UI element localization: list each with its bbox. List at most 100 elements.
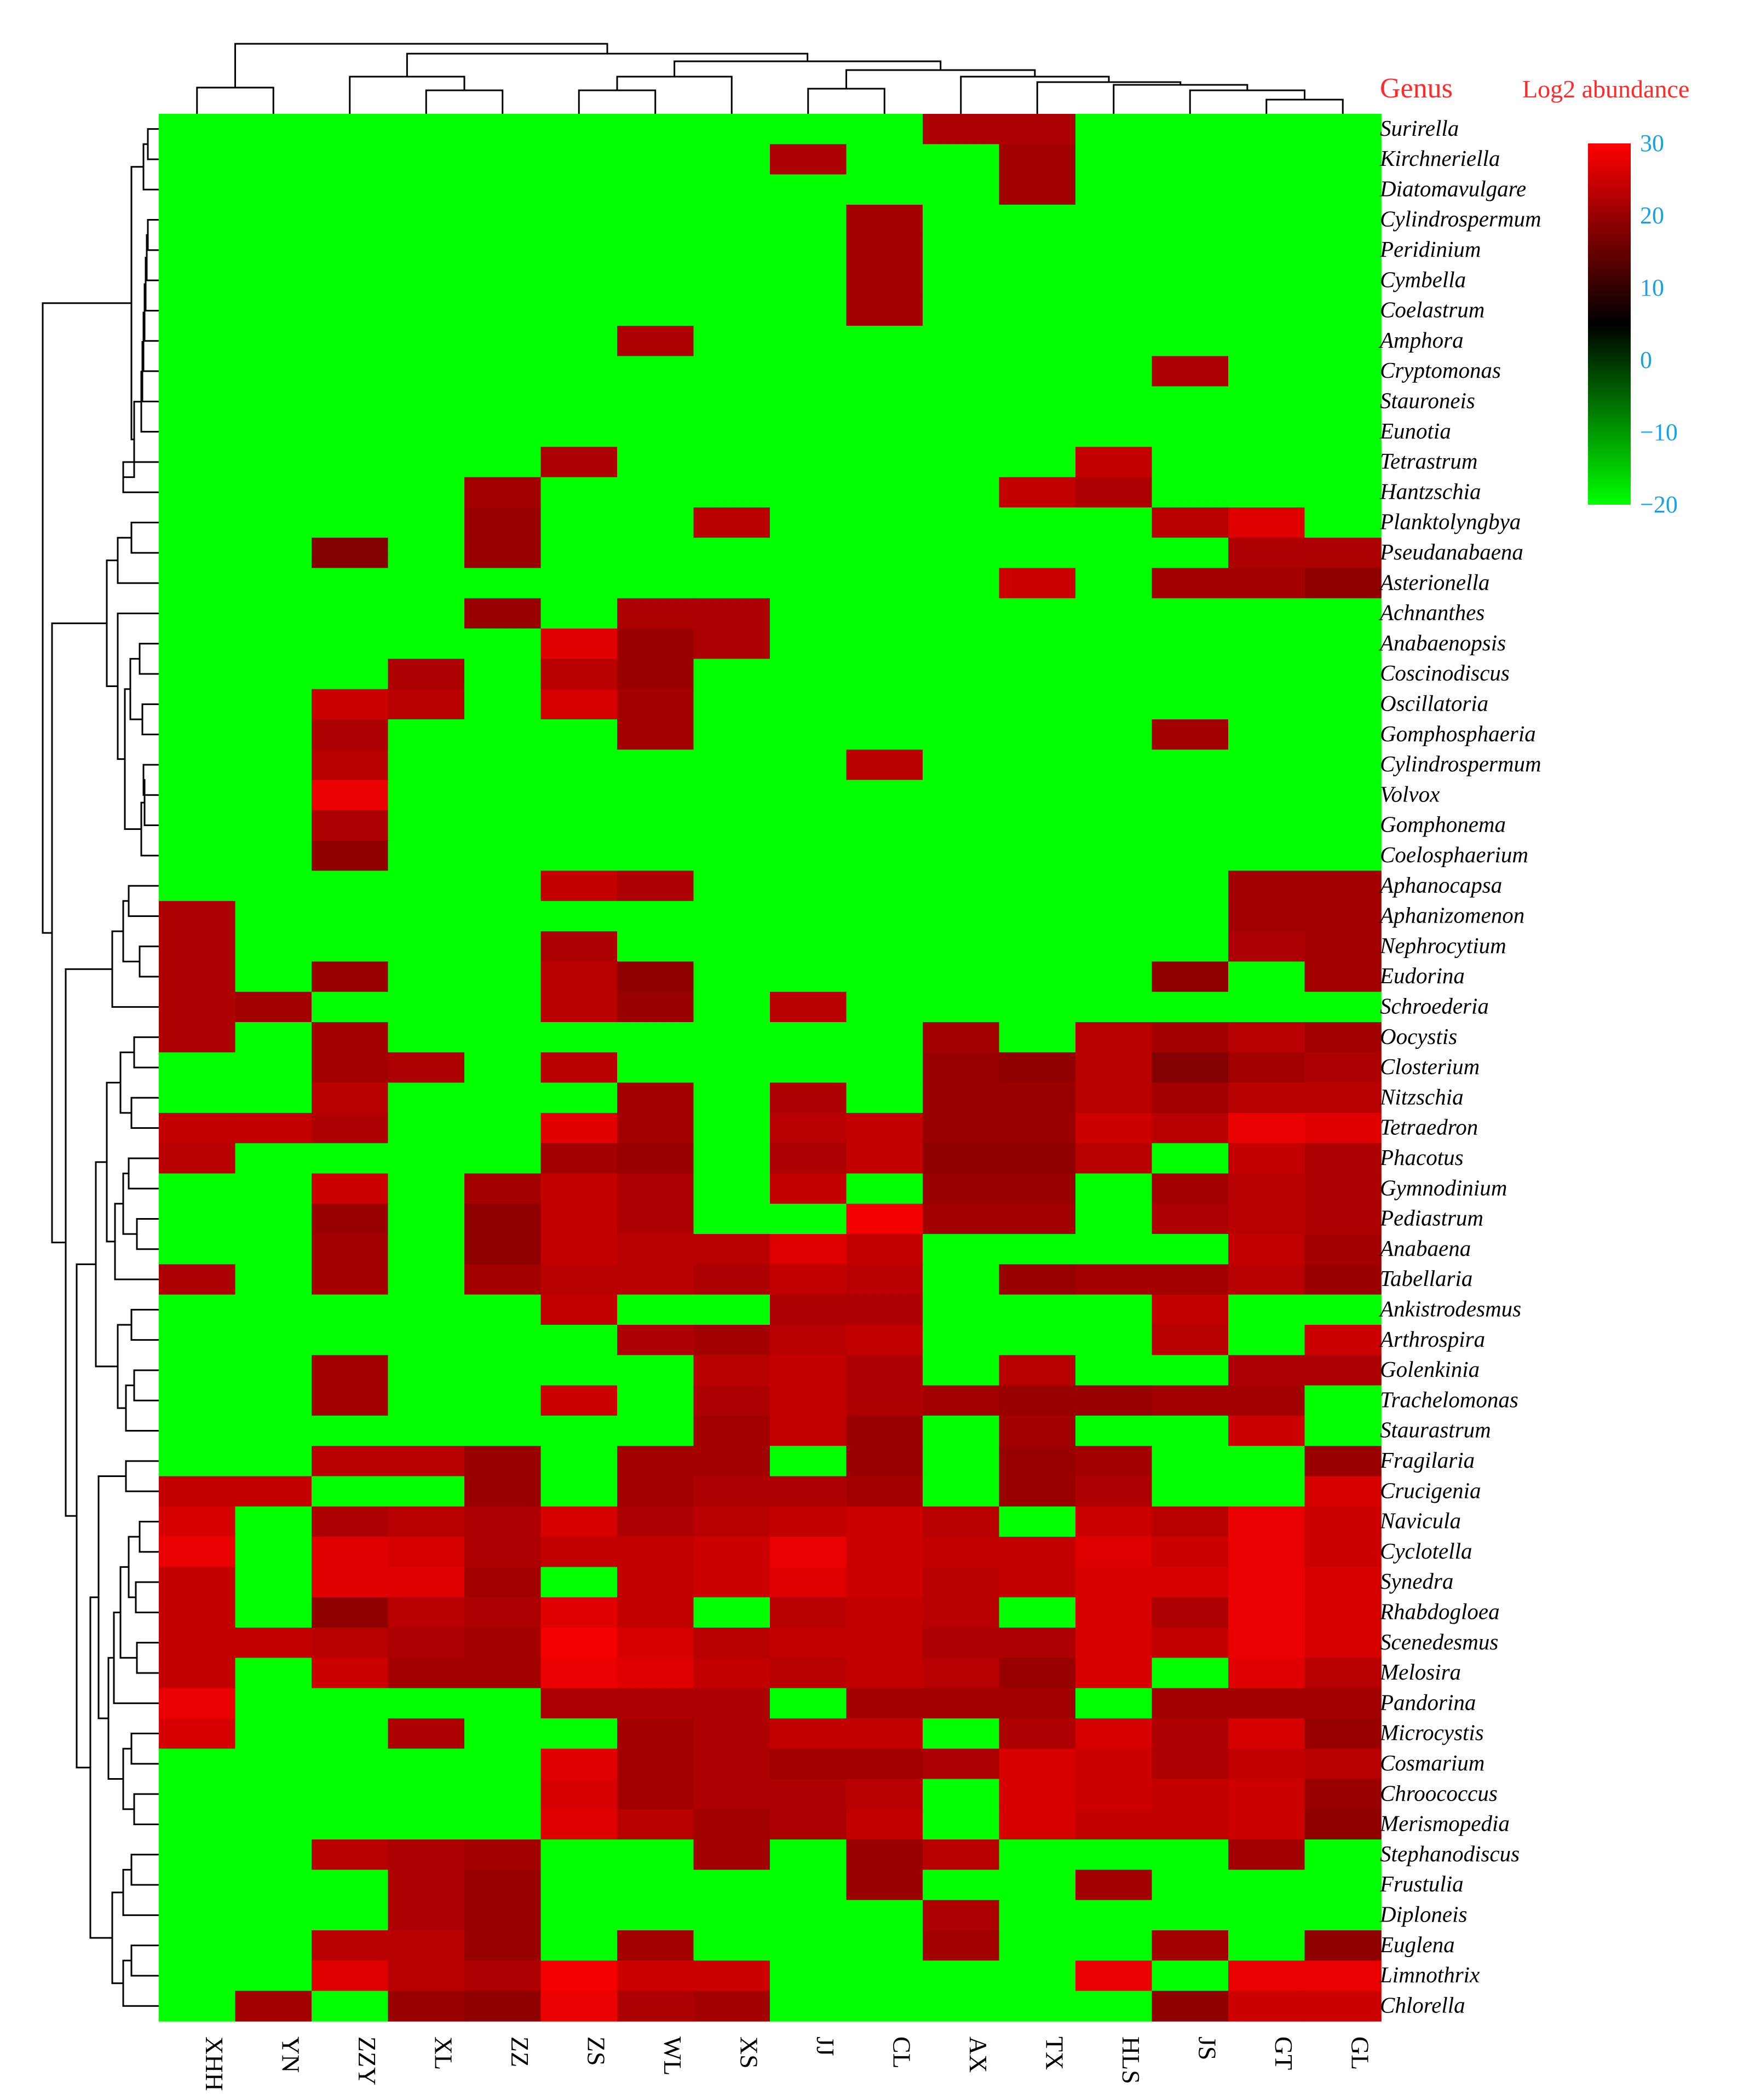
heatmap-cell [693, 1022, 770, 1053]
colorbar-tick: 0 [1640, 347, 1652, 373]
heatmap-cell [617, 235, 694, 266]
heatmap-cell [617, 1960, 694, 1992]
heatmap-cell [923, 901, 1000, 932]
heatmap-cell [388, 628, 465, 660]
heatmap-cell [1075, 1628, 1153, 1659]
heatmap-cell [1304, 1173, 1382, 1204]
heatmap-cell [1075, 295, 1153, 326]
heatmap-cell [923, 1960, 1000, 1992]
heatmap-cell [770, 174, 847, 205]
row-label: Eunotia [1379, 418, 1451, 443]
heatmap-cell [1152, 991, 1229, 1023]
heatmap-cell [999, 1052, 1076, 1083]
heatmap-cell [1075, 1749, 1153, 1780]
row-dendrogram-branch [122, 900, 140, 962]
heatmap-cell [540, 689, 618, 720]
heatmap-cell [617, 204, 694, 235]
heatmap-cell [923, 265, 1000, 296]
heatmap-cell [540, 810, 618, 841]
heatmap-cell [1228, 174, 1305, 205]
heatmap-cell [999, 1658, 1076, 1689]
heatmap-cell [1228, 1718, 1305, 1749]
heatmap-cell [1228, 235, 1305, 266]
heatmap-cell [464, 598, 542, 629]
heatmap-cell [312, 386, 389, 417]
heatmap-cell [540, 265, 618, 296]
heatmap-cell [540, 1597, 618, 1628]
heatmap-cell [1304, 1234, 1382, 1265]
heatmap-cell [999, 386, 1076, 417]
heatmap-cell [1152, 1082, 1229, 1114]
heatmap-cell [1228, 507, 1305, 538]
heatmap-cell [1075, 326, 1153, 357]
heatmap-cell [312, 1476, 389, 1507]
heatmap-cell [1152, 326, 1229, 357]
heatmap-cell [235, 417, 312, 448]
heatmap-cell [617, 1809, 694, 1840]
heatmap-cell [846, 1628, 923, 1659]
heatmap-cell [235, 1537, 312, 1568]
heatmap-cell [1152, 870, 1229, 902]
heatmap-cell [923, 1506, 1000, 1537]
heatmap-cell [1152, 1203, 1229, 1234]
heatmap-cell [999, 1749, 1076, 1780]
heatmap-cell [1228, 991, 1305, 1023]
heatmap-cell [388, 447, 465, 478]
heatmap-cell [464, 1294, 542, 1325]
row-label: Merismopedia [1379, 1811, 1510, 1836]
heatmap-cell [1075, 1506, 1153, 1537]
heatmap-cell [846, 749, 923, 781]
heatmap-cell [1075, 598, 1153, 629]
heatmap-cell [999, 689, 1076, 720]
heatmap-cell [1228, 1991, 1305, 2022]
heatmap-cell [846, 1960, 923, 1992]
heatmap-cell [1228, 598, 1305, 629]
heatmap-cell [312, 991, 389, 1023]
heatmap-cell [235, 568, 312, 599]
heatmap-cell [1152, 1022, 1229, 1053]
heatmap-cell [388, 749, 465, 781]
row-dendrogram-branch [117, 612, 159, 760]
row-label: Fragilaria [1379, 1447, 1475, 1473]
heatmap-cell [1304, 204, 1382, 235]
heatmap-cell [312, 1779, 389, 1810]
row-dendrogram-branch [117, 1324, 131, 1409]
heatmap-cell [923, 114, 1000, 145]
heatmap-cell [693, 689, 770, 720]
heatmap-cell [770, 780, 847, 811]
heatmap-cell [693, 870, 770, 902]
heatmap-cell [846, 538, 923, 569]
heatmap-cell [770, 265, 847, 296]
heatmap-cell [617, 1688, 694, 1719]
heatmap-cell [693, 1597, 770, 1628]
heatmap-cell [846, 598, 923, 629]
heatmap-cell [693, 235, 770, 266]
heatmap-cell [846, 901, 923, 932]
heatmap-cell [999, 417, 1076, 448]
heatmap-cell [999, 1143, 1076, 1174]
heatmap-cell [770, 1870, 847, 1901]
heatmap-cell [464, 114, 542, 145]
heatmap-cell [617, 1082, 694, 1114]
heatmap-cell [923, 840, 1000, 872]
heatmap-cell [617, 1930, 694, 1961]
heatmap-cell [693, 1325, 770, 1356]
heatmap-cell [235, 1022, 312, 1053]
heatmap-cell [312, 1991, 389, 2022]
heatmap-cell [1304, 1264, 1382, 1295]
heatmap-cell [999, 1476, 1076, 1507]
heatmap-cell [1228, 417, 1305, 448]
row-dendrogram-branch [128, 885, 159, 917]
heatmap-cell [1075, 1991, 1153, 2022]
row-label: Stephanodiscus [1380, 1841, 1520, 1866]
row-label: Cylindrospermum [1380, 206, 1541, 232]
heatmap-cell [312, 1567, 389, 1598]
heatmap-cell [1228, 1567, 1305, 1598]
heatmap-cell [388, 204, 465, 235]
heatmap-cell [1228, 568, 1305, 599]
row-dendrogram-branch [117, 536, 159, 584]
row-label: Anabaenopsis [1378, 630, 1506, 655]
heatmap-cell [999, 628, 1076, 660]
heatmap-cell [1075, 1143, 1153, 1174]
heatmap-cell [540, 1870, 618, 1901]
